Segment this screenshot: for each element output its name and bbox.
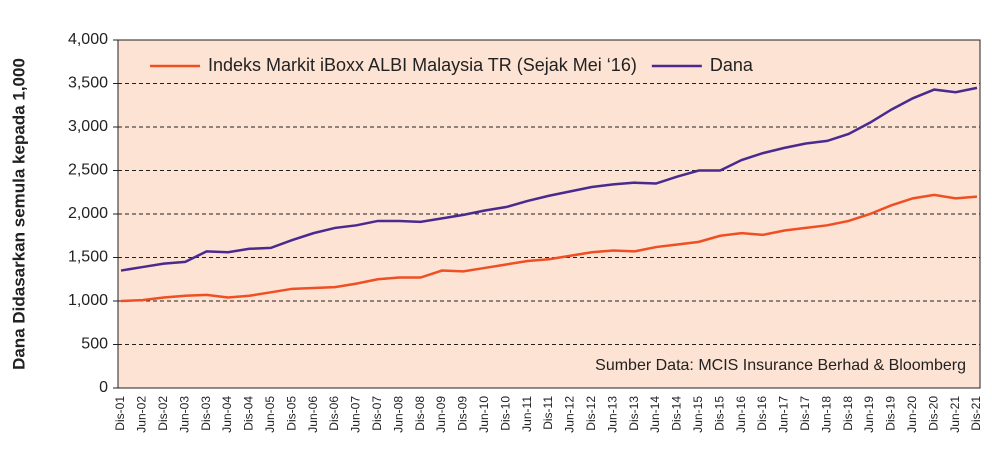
x-tick-label: Jun-12 [563,396,577,433]
legend-label: Indeks Markit iBoxx ALBI Malaysia TR (Se… [208,55,637,75]
y-tick-label: 4,000 [68,31,108,48]
x-tick-label: Dis-06 [327,396,341,431]
x-tick-label: Dis-20 [926,396,940,431]
annotation: Sumber Data: MCIS Insurance Berhad & Blo… [595,357,966,374]
y-tick-label: 2,000 [68,205,108,222]
x-tick-label: Dis-04 [242,396,256,431]
x-tick-label: Dis-08 [413,396,427,431]
x-tick-label: Dis-05 [284,396,298,431]
x-tick-label: Dis-19 [884,396,898,431]
y-tick-label: 1,000 [68,292,108,309]
x-tick-label: Jun-08 [391,396,405,433]
x-tick-label: Jun-11 [520,396,534,432]
x-tick-label: Jun-06 [306,396,320,433]
x-tick-label: Dis-13 [627,396,641,431]
x-tick-label: Dis-11 [541,396,555,430]
x-tick-label: Dis-21 [969,396,983,431]
x-tick-label: Jun-15 [691,396,705,433]
x-tick-label: Jun-02 [135,396,149,433]
x-tick-label: Jun-20 [905,396,919,433]
x-tick-label: Dis-17 [798,396,812,431]
x-tick-label: Dis-03 [199,396,213,431]
x-tick-label: Dis-16 [755,396,769,431]
legend-label: Dana [710,55,754,75]
line-series [120,86,978,272]
x-tick-label: Jun-09 [434,396,448,433]
line-series [120,193,978,303]
x-tick-label: Jun-18 [819,396,833,433]
x-tick-label: Dis-01 [113,396,127,431]
x-tick-label: Dis-15 [712,396,726,431]
y-tick-label: 500 [81,336,108,353]
x-tick-label: Jun-21 [948,396,962,433]
x-tick-label: Dis-10 [498,396,512,431]
x-tick-label: Jun-10 [477,396,491,433]
y-tick-label: 1,500 [68,249,108,266]
y-axis-label: Dana Didasarkan semula kepada 1,000 [9,58,28,370]
x-tick-label: Jun-05 [263,396,277,433]
x-tick-label: Dis-09 [456,396,470,431]
x-tick-label: Jun-13 [605,396,619,433]
y-tick-label: 3,000 [68,118,108,135]
x-tick-label: Jun-03 [177,396,191,433]
x-tick-label: Jun-16 [734,396,748,433]
y-tick-label: 2,500 [68,162,108,179]
y-tick-label: 0 [99,379,108,396]
x-tick-label: Jun-19 [862,396,876,433]
x-tick-label: Jun-17 [777,396,791,433]
x-tick-label: Dis-12 [584,396,598,431]
x-tick-label: Jun-14 [648,396,662,433]
x-tick-label: Jun-04 [220,396,234,433]
y-tick-label: 3,500 [68,75,108,92]
x-tick-label: Dis-14 [670,396,684,431]
x-tick-label: Dis-02 [156,396,170,431]
x-tick-label: Jun-07 [349,396,363,433]
x-tick-label: Dis-18 [841,396,855,431]
x-tick-label: Dis-07 [370,396,384,431]
